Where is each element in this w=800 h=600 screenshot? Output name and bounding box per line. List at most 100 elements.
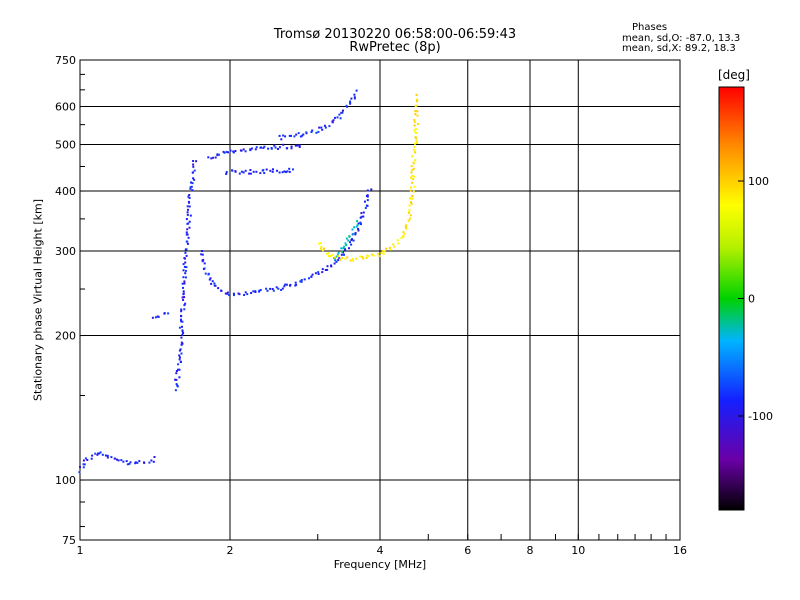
echo-point — [181, 342, 184, 345]
echo-point — [187, 208, 189, 211]
echo-point — [282, 134, 285, 137]
echo-point — [342, 109, 344, 112]
echo-point — [177, 368, 180, 371]
echo-point — [282, 143, 285, 146]
echo-point — [259, 172, 262, 175]
echo-point — [203, 262, 206, 265]
echo-point — [360, 223, 362, 226]
echo-point — [179, 361, 182, 363]
echo-point — [324, 269, 327, 271]
echo-point — [298, 146, 301, 148]
phases-title: Phases — [632, 22, 668, 33]
echo-point — [201, 250, 203, 252]
echo-point — [192, 165, 195, 168]
echo-point — [414, 105, 417, 107]
echo-point — [412, 190, 415, 193]
echo-point — [317, 271, 320, 274]
echo-point — [193, 169, 196, 172]
echo-point — [335, 255, 338, 258]
echo-point — [396, 239, 399, 242]
echo-point — [336, 116, 339, 119]
echo-point — [178, 358, 181, 361]
echo-point — [101, 453, 104, 456]
echo-point — [327, 255, 330, 257]
echo-point — [311, 273, 314, 276]
echo-point — [353, 96, 356, 99]
echo-point — [411, 174, 414, 177]
echo-point — [266, 289, 269, 292]
echo-point — [240, 149, 243, 152]
echo-points — [78, 89, 419, 474]
phase-o-stats: mean, sd,O: -87.0, 13.3 — [622, 33, 741, 44]
echo-point — [296, 144, 299, 147]
echo-point — [185, 248, 188, 251]
echo-point — [414, 159, 417, 162]
echo-point — [340, 247, 343, 250]
echo-point — [184, 302, 187, 305]
echo-point — [324, 126, 327, 129]
echo-point — [408, 211, 411, 214]
echo-point — [174, 389, 177, 392]
chart-title: Tromsø 20130220 06:58:00-06:59:43 — [273, 27, 517, 42]
echo-point — [414, 142, 416, 145]
echo-point — [188, 197, 191, 199]
echo-point — [334, 258, 337, 261]
echo-point — [204, 272, 207, 275]
echo-point — [413, 129, 416, 132]
echo-point — [234, 170, 237, 173]
echo-point — [332, 119, 335, 122]
echo-point — [181, 330, 184, 333]
echo-point — [82, 463, 85, 466]
echo-point — [278, 171, 281, 174]
echo-point — [413, 121, 416, 123]
phase-x-stats: mean, sd,X: 89.2, 18.3 — [622, 43, 736, 54]
echo-point — [285, 171, 288, 174]
echo-point — [331, 253, 334, 256]
echo-point — [310, 275, 313, 278]
echo-point — [187, 195, 190, 198]
y-tick-label: 400 — [55, 185, 76, 198]
echo-point — [281, 287, 284, 290]
echo-point — [409, 197, 412, 200]
echo-point — [317, 273, 320, 275]
echo-point — [153, 456, 156, 458]
echo-point — [290, 145, 293, 148]
echo-point — [183, 282, 186, 285]
echo-point — [360, 215, 363, 218]
echo-point — [117, 459, 120, 462]
echo-point — [340, 111, 343, 114]
echo-point — [336, 253, 339, 256]
echo-point — [351, 257, 354, 260]
echo-point — [414, 110, 417, 113]
echo-point — [271, 288, 274, 290]
echo-point — [292, 168, 294, 171]
echo-point — [364, 207, 367, 209]
echo-point — [366, 195, 369, 198]
echo-point — [255, 146, 258, 149]
echo-point — [411, 197, 414, 200]
echo-point — [251, 147, 253, 150]
echo-point — [345, 104, 348, 107]
echo-point — [329, 255, 332, 258]
echo-point — [188, 226, 191, 229]
echo-point — [188, 205, 191, 208]
echo-point — [207, 273, 210, 276]
echo-point — [353, 97, 356, 100]
echo-point — [355, 257, 358, 260]
y-axis-label: Stationary phase Virtual Height [km] — [31, 198, 45, 402]
echo-point — [244, 150, 247, 153]
echo-point — [184, 251, 187, 254]
echo-point — [186, 222, 189, 225]
y-tick-label: 100 — [55, 474, 76, 487]
echo-point — [361, 256, 364, 258]
echo-point — [409, 217, 412, 220]
echo-point — [91, 454, 94, 457]
echo-point — [263, 145, 266, 148]
echo-point — [344, 257, 347, 260]
echo-point — [380, 251, 383, 254]
echo-point — [116, 458, 118, 461]
echo-point — [289, 283, 292, 286]
echo-point — [214, 284, 217, 287]
echo-point — [326, 268, 329, 271]
echo-point — [226, 291, 229, 294]
